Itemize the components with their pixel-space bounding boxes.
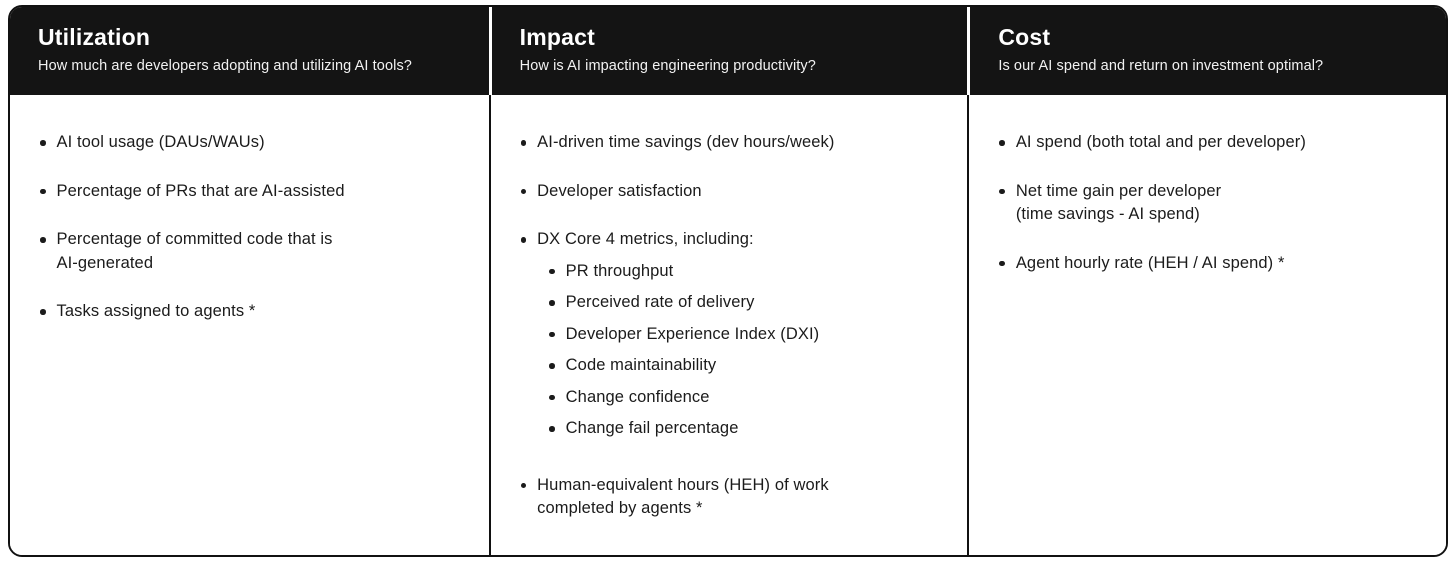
column-body: AI-driven time savings (dev hours/week) … bbox=[488, 95, 968, 555]
list-item: AI tool usage (DAUs/WAUs) bbox=[40, 131, 467, 155]
list-item-content: Agent hourly rate (HEH / AI spend) * bbox=[1016, 252, 1285, 276]
list-item-text: Change confidence bbox=[565, 387, 710, 406]
framework-table: Utilization How much are developers adop… bbox=[8, 5, 1448, 557]
list-item: Percentage of PRs that are AI-assisted bbox=[40, 180, 467, 204]
list-item-content: DX Core 4 metrics, including: PR through… bbox=[537, 228, 819, 449]
bullet-icon bbox=[40, 237, 46, 243]
bullet-icon bbox=[40, 140, 46, 146]
bullet-icon bbox=[549, 268, 555, 274]
list-item-text: PR throughput bbox=[565, 261, 674, 280]
list-item-text: Net time gain per developer (time saving… bbox=[1015, 181, 1222, 224]
list-item: Net time gain per developer (time saving… bbox=[999, 180, 1424, 227]
column-question: How is AI impacting engineering producti… bbox=[519, 58, 816, 74]
bullet-icon bbox=[40, 309, 46, 315]
list-item-content: AI-driven time savings (dev hours/week) bbox=[537, 131, 834, 155]
list-item: AI spend (both total and per developer) bbox=[999, 131, 1424, 155]
column-body: AI tool usage (DAUs/WAUs) Percentage of … bbox=[10, 95, 489, 555]
column-title: Utilization bbox=[38, 24, 151, 50]
list-item: AI-driven time savings (dev hours/week) bbox=[520, 131, 946, 155]
list-item-text: Developer satisfaction bbox=[537, 181, 702, 200]
bullet-icon bbox=[520, 140, 527, 146]
list-item-text: AI tool usage (DAUs/WAUs) bbox=[56, 133, 265, 151]
list-item-content: AI tool usage (DAUs/WAUs) bbox=[57, 131, 265, 155]
column-header: Impact How is AI impacting engineering p… bbox=[488, 7, 968, 95]
list-item-content: Human-equivalent hours (HEH) of work com… bbox=[537, 474, 829, 521]
columns-grid: Utilization How much are developers adop… bbox=[10, 7, 1446, 555]
list-item-content: Perceived rate of delivery bbox=[566, 291, 755, 315]
bullet-icon bbox=[549, 426, 555, 432]
list-item-content: AI spend (both total and per developer) bbox=[1016, 131, 1306, 155]
bullet-icon bbox=[520, 188, 527, 194]
list-item-content: Developer satisfaction bbox=[537, 180, 702, 204]
list-item-text: Change fail percentage bbox=[565, 419, 739, 437]
metric-column-cost: Cost Is our AI spend and return on inves… bbox=[967, 7, 1446, 555]
list-item-text: Developer Experience Index (DXI) bbox=[565, 324, 820, 343]
bullet-icon bbox=[549, 363, 555, 369]
list-item: Tasks assigned to agents * bbox=[40, 300, 467, 324]
list-item-content: Change confidence bbox=[566, 386, 710, 410]
list-item-content: Percentage of PRs that are AI-assisted bbox=[57, 180, 345, 204]
list-item: Developer satisfaction bbox=[520, 180, 946, 204]
column-title: Cost bbox=[998, 24, 1051, 50]
list-item: Agent hourly rate (HEH / AI spend) * bbox=[999, 252, 1424, 276]
sub-list-item: Developer Experience Index (DXI) bbox=[549, 323, 819, 347]
bullet-icon bbox=[999, 188, 1005, 194]
bullet-icon bbox=[549, 394, 555, 400]
list-item-content: Developer Experience Index (DXI) bbox=[566, 323, 820, 347]
list-item-content: PR throughput bbox=[566, 260, 674, 284]
list-item-text: Human-equivalent hours (HEH) of work com… bbox=[537, 475, 829, 518]
list-item-content: Change fail percentage bbox=[566, 417, 739, 441]
metric-column-impact: Impact How is AI impacting engineering p… bbox=[488, 7, 968, 555]
list-item-text: Code maintainability bbox=[565, 356, 717, 374]
column-question: How much are developers adopting and uti… bbox=[38, 58, 412, 74]
bullet-icon bbox=[520, 482, 527, 488]
list-item-text: AI-driven time savings (dev hours/week) bbox=[537, 133, 835, 151]
list-item-text: Percentage of PRs that are AI-assisted bbox=[56, 181, 345, 200]
list-item-text: DX Core 4 metrics, including: bbox=[537, 230, 754, 248]
list-item: DX Core 4 metrics, including: PR through… bbox=[520, 228, 946, 449]
column-title: Impact bbox=[519, 24, 595, 50]
list-item: Percentage of committed code that is AI-… bbox=[40, 228, 467, 275]
list-item-content: Code maintainability bbox=[566, 354, 717, 378]
metric-column-utilization: Utilization How much are developers adop… bbox=[10, 7, 489, 555]
list-item-content: Net time gain per developer (time saving… bbox=[1016, 180, 1221, 227]
sub-list-item: PR throughput bbox=[549, 260, 819, 284]
bullet-icon bbox=[999, 260, 1005, 266]
sub-list-item: Change fail percentage bbox=[549, 417, 819, 441]
column-body: AI spend (both total and per developer) … bbox=[967, 95, 1446, 555]
list-item-text: Tasks assigned to agents * bbox=[56, 302, 256, 320]
sub-list-item: Change confidence bbox=[549, 386, 819, 410]
list-item-text: Perceived rate of delivery bbox=[565, 293, 755, 311]
list-item-text: AI spend (both total and per developer) bbox=[1015, 133, 1306, 151]
list-item-text: Percentage of committed code that is AI-… bbox=[56, 230, 333, 272]
sub-list: PR throughput Perceived rate of delivery… bbox=[537, 260, 819, 441]
list-item-content: Percentage of committed code that is AI-… bbox=[57, 228, 333, 275]
list-item: Human-equivalent hours (HEH) of work com… bbox=[520, 474, 946, 521]
bullet-icon bbox=[520, 237, 527, 243]
bullet-icon bbox=[549, 300, 555, 306]
list-item-content: Tasks assigned to agents * bbox=[57, 300, 256, 324]
column-header: Cost Is our AI spend and return on inves… bbox=[967, 7, 1446, 95]
list-item-text: Agent hourly rate (HEH / AI spend) * bbox=[1015, 253, 1285, 272]
bullet-icon bbox=[549, 331, 555, 337]
bullet-icon bbox=[40, 188, 46, 194]
sub-list-item: Code maintainability bbox=[549, 354, 819, 378]
column-question: Is our AI spend and return on investment… bbox=[998, 58, 1324, 74]
bullet-icon bbox=[999, 140, 1005, 146]
column-header: Utilization How much are developers adop… bbox=[10, 7, 489, 95]
sub-list-item: Perceived rate of delivery bbox=[549, 291, 819, 315]
